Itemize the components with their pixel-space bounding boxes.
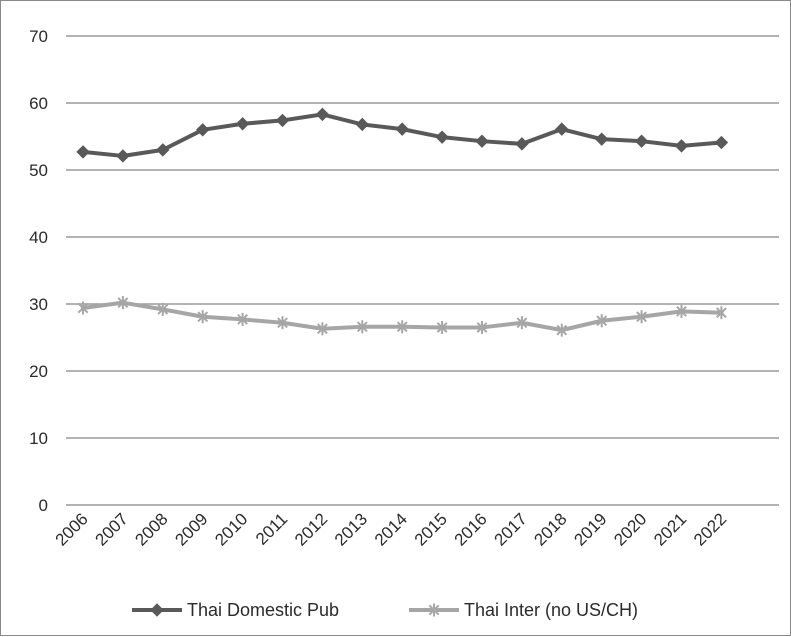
x-tick-label: 2018 (530, 509, 570, 549)
data-point-marker (275, 113, 290, 128)
x-tick-label: 2014 (371, 509, 411, 549)
data-point-marker (317, 322, 328, 336)
data-point-marker (555, 122, 569, 136)
data-point-marker (596, 314, 608, 328)
x-tick-label: 2021 (650, 509, 690, 549)
data-point-marker (235, 117, 250, 131)
data-point-marker (475, 134, 489, 148)
data-point-marker (197, 310, 209, 324)
data-point-marker (315, 107, 330, 122)
data-point-marker (476, 320, 488, 334)
x-tick-label: 2007 (92, 509, 132, 549)
legend-label: Thai Domestic Pub (187, 600, 339, 620)
data-point-marker (714, 135, 729, 150)
data-point-marker (634, 134, 649, 148)
data-point-marker (195, 123, 210, 137)
x-tick-label: 2010 (211, 509, 251, 549)
data-point-marker (674, 139, 689, 153)
x-tick-label: 2015 (411, 509, 451, 549)
data-point-marker (516, 316, 528, 330)
x-tick-label: 2016 (451, 509, 491, 549)
x-tick-label: 2009 (171, 509, 211, 549)
y-axis-ticks: 0 10 20 30 40 50 60 70 (29, 27, 48, 515)
y-tick-label: 30 (29, 295, 48, 314)
x-tick-label: 2011 (252, 509, 291, 548)
y-tick-label: 40 (29, 228, 48, 247)
legend-marker (428, 603, 440, 617)
data-point-marker (395, 122, 409, 136)
data-point-marker (237, 312, 248, 326)
data-point-marker (117, 296, 129, 310)
x-axis-ticks: 2006 2007 2008 2009 2010 2011 2012 2013 2014 2015… (52, 509, 731, 549)
data-point-marker (277, 316, 288, 330)
series-lines (81, 112, 724, 333)
data-point-marker (436, 320, 448, 334)
series-markers (76, 107, 729, 337)
x-tick-label: 2012 (291, 509, 331, 549)
data-point-marker (515, 137, 529, 151)
data-point-marker (716, 306, 727, 320)
data-point-marker (676, 304, 687, 318)
data-point-marker (435, 130, 449, 144)
legend-label: Thai Inter (no US/CH) (464, 600, 638, 620)
gridlines (66, 35, 779, 506)
data-point-marker (355, 117, 370, 132)
data-point-marker (556, 323, 568, 337)
x-tick-label: 2022 (690, 509, 730, 549)
y-tick-label: 70 (29, 27, 48, 46)
y-tick-label: 20 (29, 362, 48, 381)
data-point-marker (636, 310, 647, 324)
y-tick-label: 10 (29, 429, 48, 448)
y-tick-label: 50 (29, 161, 48, 180)
data-point-marker (356, 320, 368, 334)
data-point-marker (116, 149, 130, 163)
data-point-marker (76, 145, 90, 159)
y-tick-label: 0 (39, 496, 48, 515)
legend-marker (150, 603, 164, 617)
x-tick-label: 2006 (52, 509, 92, 549)
x-tick-label: 2020 (610, 509, 650, 549)
data-point-marker (396, 320, 408, 334)
data-point-marker (77, 301, 89, 315)
data-point-marker (157, 302, 169, 316)
data-point-marker (594, 132, 609, 146)
x-tick-label: 2013 (331, 509, 371, 549)
y-tick-label: 60 (29, 94, 48, 113)
data-point-marker (156, 143, 170, 157)
legend: Thai Domestic Pub Thai Inter (no US/CH) (132, 600, 638, 620)
x-tick-label: 2017 (491, 509, 531, 549)
x-tick-label: 2008 (131, 509, 171, 549)
x-tick-label: 2019 (570, 509, 610, 549)
